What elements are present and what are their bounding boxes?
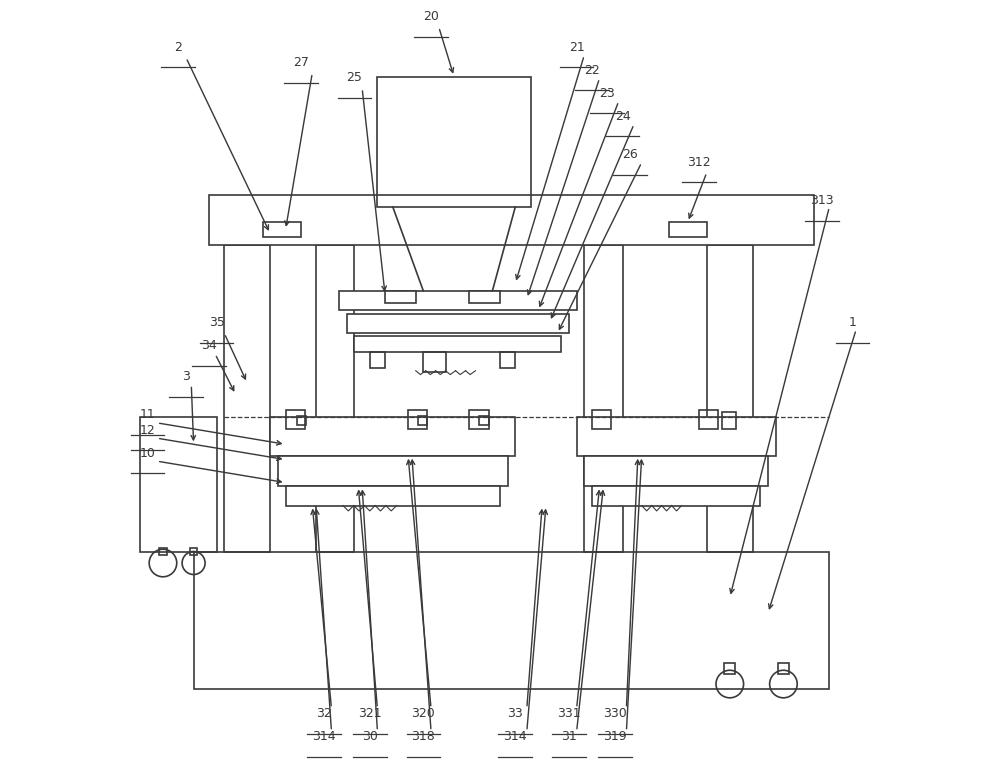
Bar xyxy=(408,410,427,429)
Bar xyxy=(159,548,167,555)
Bar xyxy=(385,291,416,303)
Bar xyxy=(724,663,735,674)
Bar xyxy=(707,245,753,552)
Text: 35: 35 xyxy=(209,316,225,329)
Bar xyxy=(722,412,736,429)
Bar xyxy=(699,410,718,429)
Bar xyxy=(270,417,515,456)
Bar xyxy=(418,416,427,425)
Text: 25: 25 xyxy=(347,71,362,84)
Bar xyxy=(224,245,270,552)
Text: 12: 12 xyxy=(140,424,156,437)
Bar xyxy=(194,552,829,689)
Text: 21: 21 xyxy=(569,41,584,54)
Text: 1: 1 xyxy=(848,316,856,329)
Text: 22: 22 xyxy=(584,64,600,77)
Bar xyxy=(584,456,768,486)
Bar xyxy=(577,417,776,456)
Bar xyxy=(592,410,611,429)
Text: 34: 34 xyxy=(201,339,217,352)
Bar xyxy=(423,352,446,372)
Bar xyxy=(286,410,305,429)
Text: 314: 314 xyxy=(312,730,336,743)
Bar xyxy=(190,548,197,555)
Bar xyxy=(500,352,515,368)
Text: 312: 312 xyxy=(687,155,711,169)
Bar xyxy=(354,336,561,352)
Text: 3: 3 xyxy=(182,370,190,383)
Text: 24: 24 xyxy=(615,110,630,123)
Text: 20: 20 xyxy=(423,10,439,23)
Text: 319: 319 xyxy=(603,730,627,743)
Bar xyxy=(286,486,500,506)
Bar xyxy=(278,456,508,486)
Text: 32: 32 xyxy=(316,707,332,720)
Text: 2: 2 xyxy=(174,41,182,54)
Bar xyxy=(778,663,789,674)
Bar xyxy=(263,222,301,237)
Bar xyxy=(584,245,623,552)
Bar xyxy=(339,291,577,310)
Text: 331: 331 xyxy=(557,707,581,720)
Text: 10: 10 xyxy=(140,447,156,460)
Bar xyxy=(316,245,354,552)
Text: 27: 27 xyxy=(293,56,309,69)
Bar xyxy=(377,77,531,207)
Bar xyxy=(669,222,707,237)
Bar xyxy=(469,410,489,429)
Bar xyxy=(140,417,217,552)
Bar xyxy=(297,416,306,425)
Bar xyxy=(592,486,760,506)
Text: 33: 33 xyxy=(507,707,523,720)
Text: 320: 320 xyxy=(412,707,435,720)
Bar xyxy=(209,195,814,245)
Text: 30: 30 xyxy=(362,730,378,743)
Bar xyxy=(469,291,500,303)
Text: 321: 321 xyxy=(358,707,382,720)
Bar xyxy=(479,416,489,425)
Text: 313: 313 xyxy=(810,194,834,207)
Text: 11: 11 xyxy=(140,408,156,421)
Text: 330: 330 xyxy=(603,707,627,720)
Text: 26: 26 xyxy=(622,148,638,161)
Text: 314: 314 xyxy=(504,730,527,743)
Bar xyxy=(370,352,385,368)
Text: 23: 23 xyxy=(599,87,615,100)
Text: 318: 318 xyxy=(412,730,435,743)
Bar xyxy=(347,314,569,333)
Text: 31: 31 xyxy=(561,730,577,743)
